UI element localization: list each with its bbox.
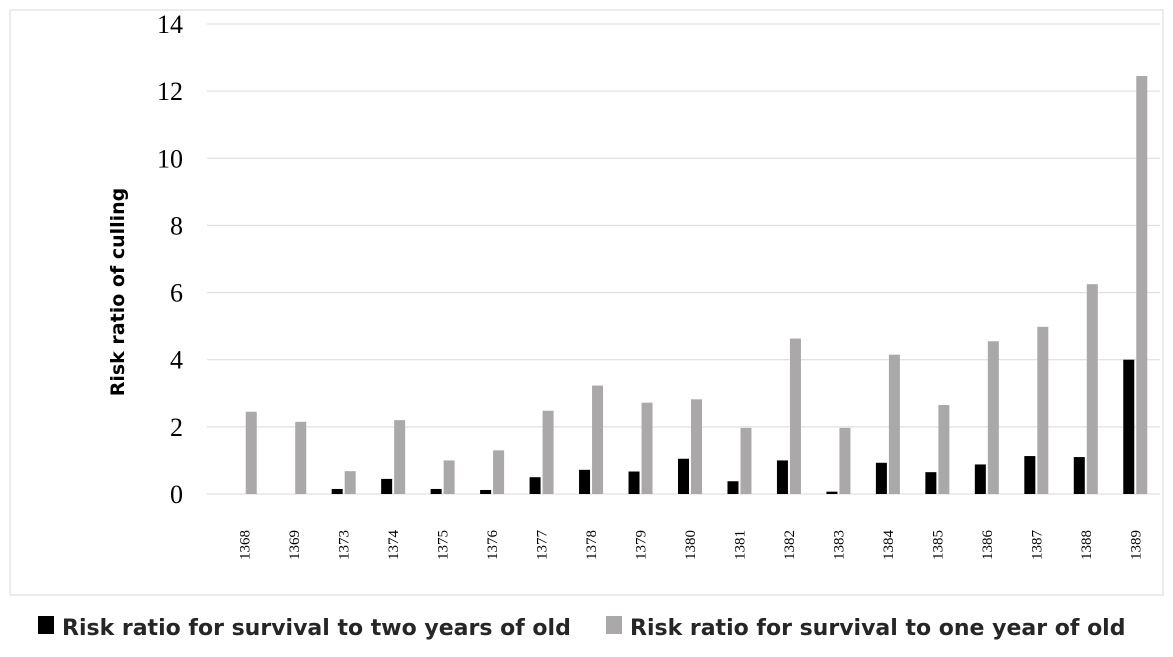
y-tick-label: 6	[170, 279, 183, 308]
x-axis-ticks: 1368 1369 1373 1374 1375 1376 1377 1378 1379 1380…	[238, 530, 1145, 561]
plot-frame	[9, 9, 1164, 596]
x-tick-label: 1379	[634, 530, 650, 560]
x-tick-label: 1386	[980, 530, 996, 561]
x-tick-label: 1380	[683, 530, 699, 560]
x-tick-label: 1369	[287, 530, 303, 560]
x-tick-label: 1376	[485, 530, 501, 561]
x-tick-label: 1377	[535, 530, 551, 561]
y-tick-label: 2	[170, 413, 183, 442]
x-tick-label: 1368	[238, 530, 254, 560]
y-tick-label: 14	[157, 10, 183, 39]
bar-series-2-1388	[1086, 284, 1098, 494]
legend-swatch-series-2	[606, 616, 622, 634]
bar-series-1-1377	[529, 477, 541, 494]
bar-series-1-1379	[628, 471, 640, 494]
bar-series-2-1377	[542, 410, 554, 494]
x-tick-label: 1375	[436, 530, 452, 560]
bar-series-2-1389	[1136, 76, 1148, 495]
bar-series-2-1368	[245, 411, 257, 494]
x-tick-label: 1378	[584, 530, 600, 560]
bar-series-2-1378	[592, 385, 604, 494]
bar-series-1-1384	[875, 462, 887, 494]
bar-series-1-1375	[430, 488, 442, 494]
bar-series-2-1374	[394, 420, 406, 494]
bar-series-2-1383	[839, 427, 851, 494]
x-tick-label: 1382	[782, 530, 798, 560]
legend-label-series-1: Risk ratio for survival to two years of …	[62, 616, 571, 641]
x-tick-label: 1387	[1029, 530, 1045, 561]
x-tick-label: 1381	[732, 530, 748, 560]
bar-series-1-1373	[331, 488, 343, 494]
x-tick-label: 1388	[1079, 530, 1095, 560]
legend-swatch-series-1	[38, 616, 54, 634]
bar-series-1-1385	[925, 472, 937, 494]
bar-series-1-1383	[826, 491, 838, 494]
bar-series-1-1381	[727, 481, 739, 494]
bar-series-2-1385	[938, 405, 950, 494]
y-axis-ticks: 0 2 4 6 8 10 12 14	[157, 10, 183, 509]
bar-series-1-1374	[381, 478, 393, 494]
x-tick-label: 1384	[881, 530, 897, 561]
y-tick-label: 4	[170, 346, 183, 375]
bar-series-2-1382	[789, 338, 801, 494]
x-tick-label: 1389	[1128, 530, 1144, 560]
gridlines	[207, 23, 1160, 495]
y-tick-label: 8	[170, 211, 183, 240]
bar-series-1-1389	[1123, 359, 1135, 494]
y-tick-label: 0	[170, 480, 183, 509]
legend: Risk ratio for survival to two years of …	[38, 616, 1125, 641]
bar-series-2-1375	[443, 460, 455, 494]
bar-series-1-1378	[579, 469, 591, 494]
y-tick-label: 12	[157, 77, 183, 106]
y-axis-title: Risk ratio of culling	[107, 188, 129, 397]
bar-series-1-1380	[678, 458, 689, 494]
bar-series-2-1381	[740, 427, 752, 494]
bars	[245, 76, 1148, 495]
bar-series-1-1376	[480, 489, 492, 494]
bar-series-2-1373	[344, 471, 356, 494]
y-tick-label: 10	[157, 144, 183, 173]
bar-series-1-1382	[776, 460, 788, 494]
bar-series-2-1380	[691, 399, 702, 494]
x-tick-label: 1385	[930, 530, 946, 560]
bar-series-2-1384	[888, 354, 900, 494]
bar-series-1-1388	[1073, 457, 1085, 494]
bar-series-1-1386	[974, 464, 986, 494]
bar-series-1-1387	[1024, 456, 1036, 494]
x-tick-label: 1373	[337, 530, 353, 560]
bar-series-2-1387	[1037, 326, 1049, 494]
bar-series-2-1369	[295, 421, 307, 494]
x-tick-label: 1374	[386, 530, 402, 561]
bar-series-2-1379	[641, 402, 653, 494]
legend-label-series-2: Risk ratio for survival to one year of o…	[630, 616, 1125, 641]
x-tick-label: 1383	[831, 530, 847, 560]
bar-series-2-1386	[987, 341, 999, 494]
bar-series-2-1376	[493, 450, 505, 494]
